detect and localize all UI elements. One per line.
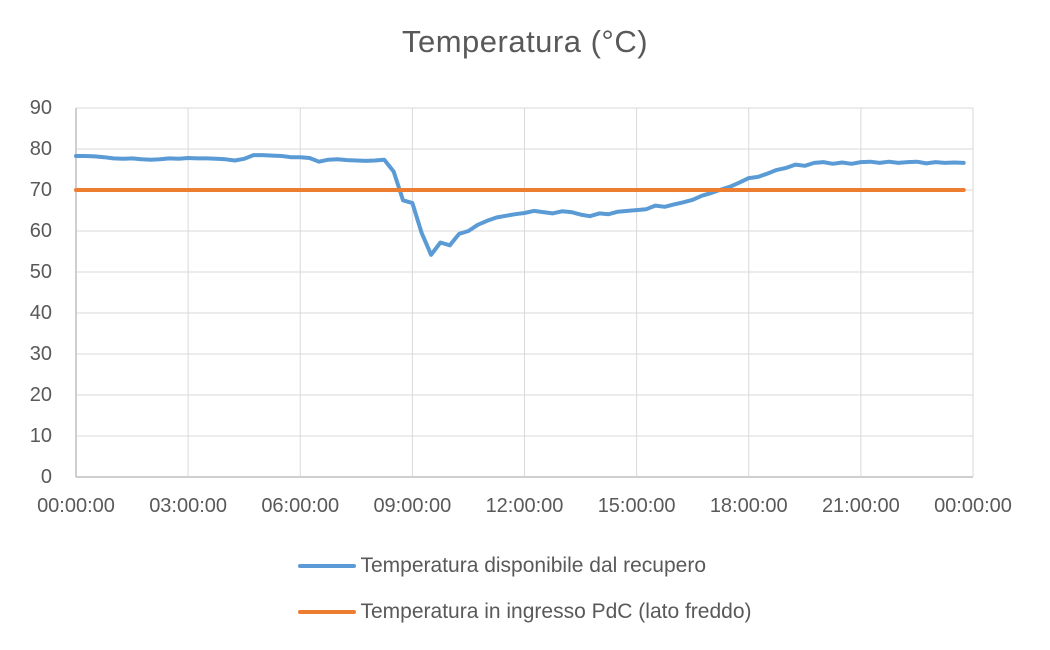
legend-line-swatch-blue-icon	[298, 564, 357, 568]
series-recupero-line	[74, 153, 966, 257]
y-tick-label: 0	[40, 466, 52, 488]
x-tick-label: 21:00:00	[821, 495, 900, 517]
y-tick-label: 80	[29, 138, 52, 160]
legend-label-pdc: Temperatura in ingresso PdC (lato freddo…	[360, 600, 752, 623]
legend-line-swatch-orange-icon	[298, 610, 357, 614]
y-tick-label: 90	[29, 97, 52, 119]
x-tick-label: 00:00:00	[37, 495, 115, 517]
x-tick-label: 09:00:00	[373, 495, 452, 517]
x-tick-label: 15:00:00	[597, 495, 676, 517]
legend: Temperatura disponibile dal recupero Tem…	[0, 554, 1050, 624]
legend-block: Temperatura disponibile dal recupero Tem…	[298, 554, 752, 624]
y-tick-label: 60	[29, 220, 52, 242]
x-tick-label: 00:00:00	[934, 495, 1012, 517]
x-tick-label: 03:00:00	[149, 495, 228, 517]
y-tick-label: 30	[29, 343, 52, 365]
y-tick-label: 10	[29, 425, 52, 447]
chart-title: Temperatura (°C)	[401, 24, 649, 59]
legend-item-recupero: Temperatura disponibile dal recupero	[298, 554, 706, 578]
x-tick-label: 18:00:00	[709, 495, 788, 517]
y-tick-label: 40	[29, 302, 52, 324]
legend-item-pdc: Temperatura in ingresso PdC (lato freddo…	[298, 600, 752, 624]
x-tick-label: 06:00:00	[261, 495, 340, 517]
y-tick-label: 70	[29, 179, 52, 201]
y-tick-label: 20	[29, 384, 52, 406]
y-tick-label: 50	[29, 261, 52, 283]
x-tick-label: 12:00:00	[485, 495, 564, 517]
legend-label-recupero: Temperatura disponibile dal recupero	[360, 554, 707, 577]
